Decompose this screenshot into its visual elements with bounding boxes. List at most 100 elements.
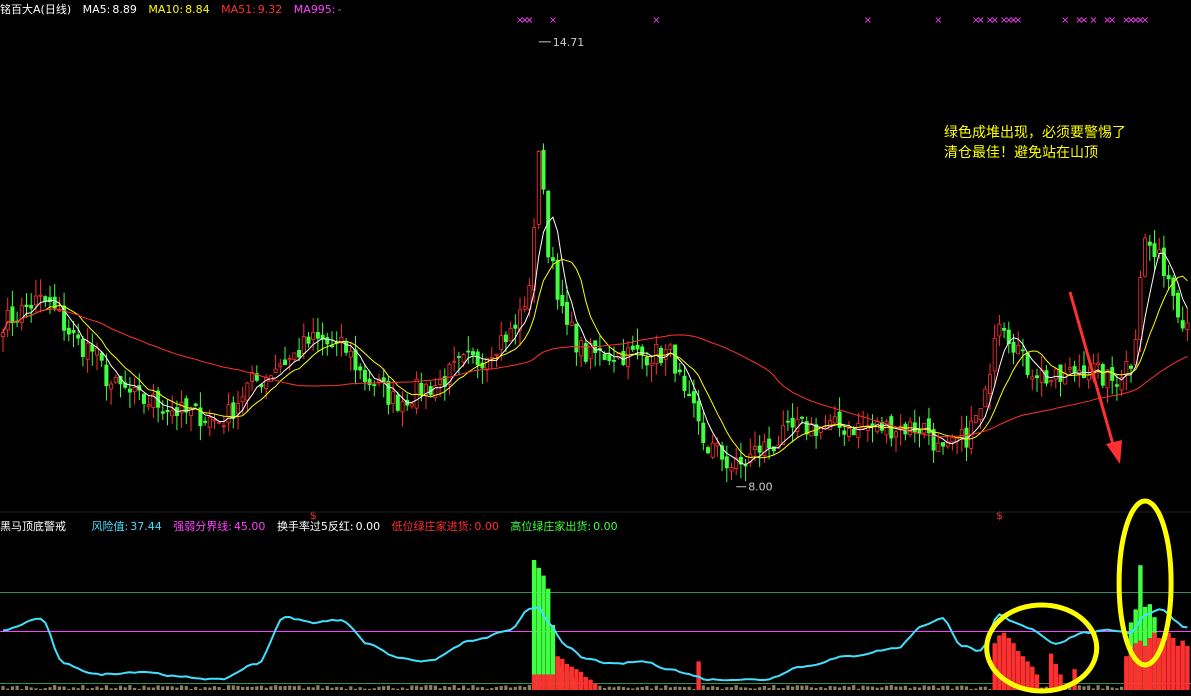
candle-body: [423, 383, 428, 396]
green-bar: [531, 560, 537, 690]
red-bar: [1006, 638, 1011, 690]
baseline-bar: [410, 685, 414, 690]
high-price-label: 14.71: [553, 36, 585, 49]
green-bar: [541, 575, 546, 690]
baseline-bar: [932, 685, 936, 690]
baseline-bar: [100, 687, 104, 690]
candle-body: [1030, 376, 1035, 380]
baseline-bar: [480, 687, 484, 690]
baseline-bar: [833, 686, 837, 690]
candle-body: [1002, 327, 1007, 331]
candle-body: [1161, 247, 1166, 276]
candle-body: [494, 353, 499, 356]
candle-body: [452, 360, 457, 363]
highlight-ellipse-low: [984, 602, 1100, 694]
candle-body: [1058, 364, 1063, 382]
baseline-bar: [936, 688, 940, 690]
candle-body: [790, 417, 795, 428]
baseline-bar: [598, 685, 602, 690]
signal-mark: ×: [1108, 15, 1116, 26]
baseline-bar: [617, 686, 621, 690]
candle-body: [287, 358, 292, 361]
baseline-bar: [960, 685, 964, 690]
baseline-bar: [217, 687, 221, 690]
candle-body: [348, 350, 353, 358]
signal-mark: ×: [525, 15, 533, 26]
red-bar: [1030, 666, 1035, 690]
baseline-bar: [701, 685, 705, 690]
candle-body: [212, 419, 217, 422]
baseline-bar: [908, 688, 912, 690]
candle-body: [1077, 369, 1082, 375]
candle-body: [395, 394, 400, 411]
candle-body: [503, 334, 508, 343]
baseline-bar: [377, 686, 381, 690]
baseline-bar: [621, 686, 625, 690]
low-buy-value: 0.00: [474, 520, 499, 533]
baseline-bar: [43, 688, 47, 690]
risk-label: 风险值:: [91, 520, 129, 533]
candle-body: [743, 464, 748, 467]
signal-mark: ×: [516, 15, 524, 26]
signal-mark: ×: [1127, 15, 1135, 26]
candle-body: [1082, 365, 1087, 378]
risk-readout: 风险值: 37.44: [92, 520, 162, 533]
candle-body: [894, 431, 899, 438]
candle-body: [315, 332, 320, 339]
red-bar: [560, 658, 565, 690]
baseline-bar: [518, 685, 522, 690]
candle-body: [367, 378, 372, 385]
candle-body: [250, 372, 255, 382]
baseline-bar: [29, 687, 33, 690]
baseline-bar: [424, 685, 428, 690]
signal-mark: ×: [1061, 15, 1069, 26]
candle-body: [109, 383, 114, 390]
ma51-readout: MA51: 9.32: [221, 3, 282, 16]
high-sell-readout: 高位绿庄家出货: 0.00: [510, 520, 617, 533]
candle-body: [922, 422, 927, 434]
candle-body: [1016, 344, 1021, 355]
baseline-bar: [386, 685, 390, 690]
ma995-readout: MA995: -: [294, 3, 342, 16]
red-bar: [997, 635, 1002, 690]
candle-body: [950, 437, 955, 443]
baseline-bar: [137, 688, 141, 690]
candle-body: [1020, 349, 1025, 352]
baseline-bar: [208, 687, 212, 690]
highlight-ellipse-high: [1116, 498, 1174, 668]
baseline-bar: [870, 686, 875, 690]
baseline-bar: [1120, 686, 1124, 690]
candle-body: [936, 442, 941, 452]
baseline-bar: [720, 688, 724, 690]
stock-name: 铭百大A: [0, 3, 41, 16]
warning-annotation: 绿色成堆出现，必须要警惕了 清仓最佳！避免站在山顶: [944, 123, 1126, 163]
baseline-bar: [988, 688, 992, 690]
baseline-bar: [866, 686, 870, 690]
baseline-bar: [302, 688, 306, 690]
candle-body: [696, 400, 701, 422]
divider-value: 45.00: [233, 520, 266, 533]
candle-body: [992, 337, 997, 372]
baseline-bar: [795, 685, 799, 690]
baseline-bar: [95, 686, 99, 690]
baseline-bar: [842, 685, 846, 690]
baseline-bar: [128, 685, 132, 690]
turnover-label: 换手率过5反红:: [276, 520, 354, 533]
signal-mark: ×: [1014, 15, 1022, 26]
candle-body: [33, 295, 38, 306]
candle-body: [1176, 292, 1181, 318]
candle-body: [574, 323, 579, 353]
baseline-bar: [142, 685, 146, 690]
candle-body: [409, 403, 414, 407]
candle-body: [518, 309, 523, 331]
baseline-bar: [161, 686, 165, 690]
candle-body: [583, 343, 588, 362]
baseline-bar: [974, 688, 978, 690]
candle-body: [480, 362, 485, 369]
candle-body: [621, 351, 626, 365]
ma5-value: 8.89: [112, 3, 137, 16]
candle-body: [104, 364, 109, 387]
candle-body: [522, 306, 527, 310]
baseline-bar: [297, 685, 301, 690]
